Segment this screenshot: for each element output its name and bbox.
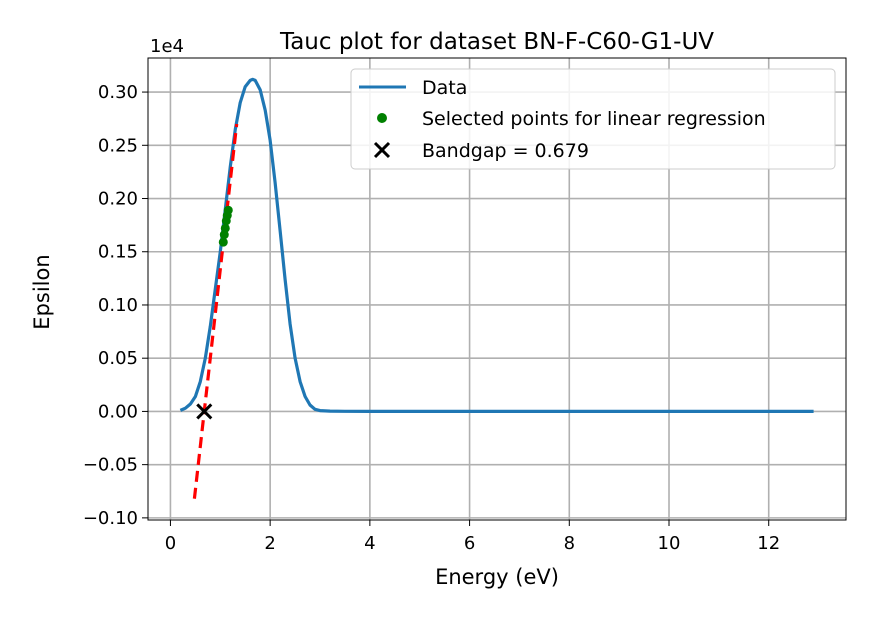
x-tick-label: 10 — [658, 533, 681, 554]
y-tick-label: 0.05 — [98, 348, 138, 369]
x-axis-ticks: 0 2 4 6 8 10 12 — [165, 520, 780, 554]
y-tick-label: 0.25 — [98, 135, 138, 156]
selected-point — [220, 223, 230, 233]
legend-swatch-bandgap — [373, 141, 391, 159]
y-tick-label: −0.10 — [83, 508, 138, 529]
legend: Data Selected points for linear regressi… — [350, 68, 836, 170]
y-tick-label: −0.05 — [83, 455, 138, 476]
legend-label-data: Data — [422, 77, 467, 99]
regression-fit-line — [192, 123, 239, 499]
selected-point — [223, 205, 233, 215]
chart-title: Tauc plot for dataset BN-F-C60-G1-UV — [279, 29, 714, 55]
x-tick-label: 6 — [464, 533, 475, 554]
x-tick-label: 2 — [264, 533, 275, 554]
legend-box — [350, 68, 836, 170]
y-axis-multiplier: 1e4 — [150, 36, 184, 57]
series-line-data — [179, 77, 814, 413]
x-tick-label: 8 — [564, 533, 575, 554]
y-axis-label: Epsilon — [30, 254, 54, 329]
y-tick-label: 0.20 — [98, 189, 138, 210]
y-tick-label: 0.10 — [98, 295, 138, 316]
y-axis-ticks: −0.10 −0.05 0.00 0.05 0.10 0.15 0.20 0.25 0.30 — [83, 82, 148, 529]
y-tick-label: 0.30 — [98, 82, 138, 103]
legend-label-bandgap: Bandgap = 0.679 — [422, 140, 589, 162]
y-tick-label: 0.00 — [98, 401, 138, 422]
selected-point — [218, 237, 228, 247]
x-tick-label: 4 — [364, 533, 375, 554]
legend-label-selected-points: Selected points for linear regression — [422, 108, 766, 130]
x-tick-label: 12 — [757, 533, 780, 554]
plot-area — [179, 77, 814, 499]
y-tick-label: 0.15 — [98, 242, 138, 263]
bandgap-marker — [196, 403, 213, 420]
x-tick-label: 0 — [165, 533, 176, 554]
x-axis-label: Energy (eV) — [435, 565, 559, 589]
axes-frame — [147, 57, 847, 521]
legend-swatch-selected-points — [377, 113, 387, 123]
